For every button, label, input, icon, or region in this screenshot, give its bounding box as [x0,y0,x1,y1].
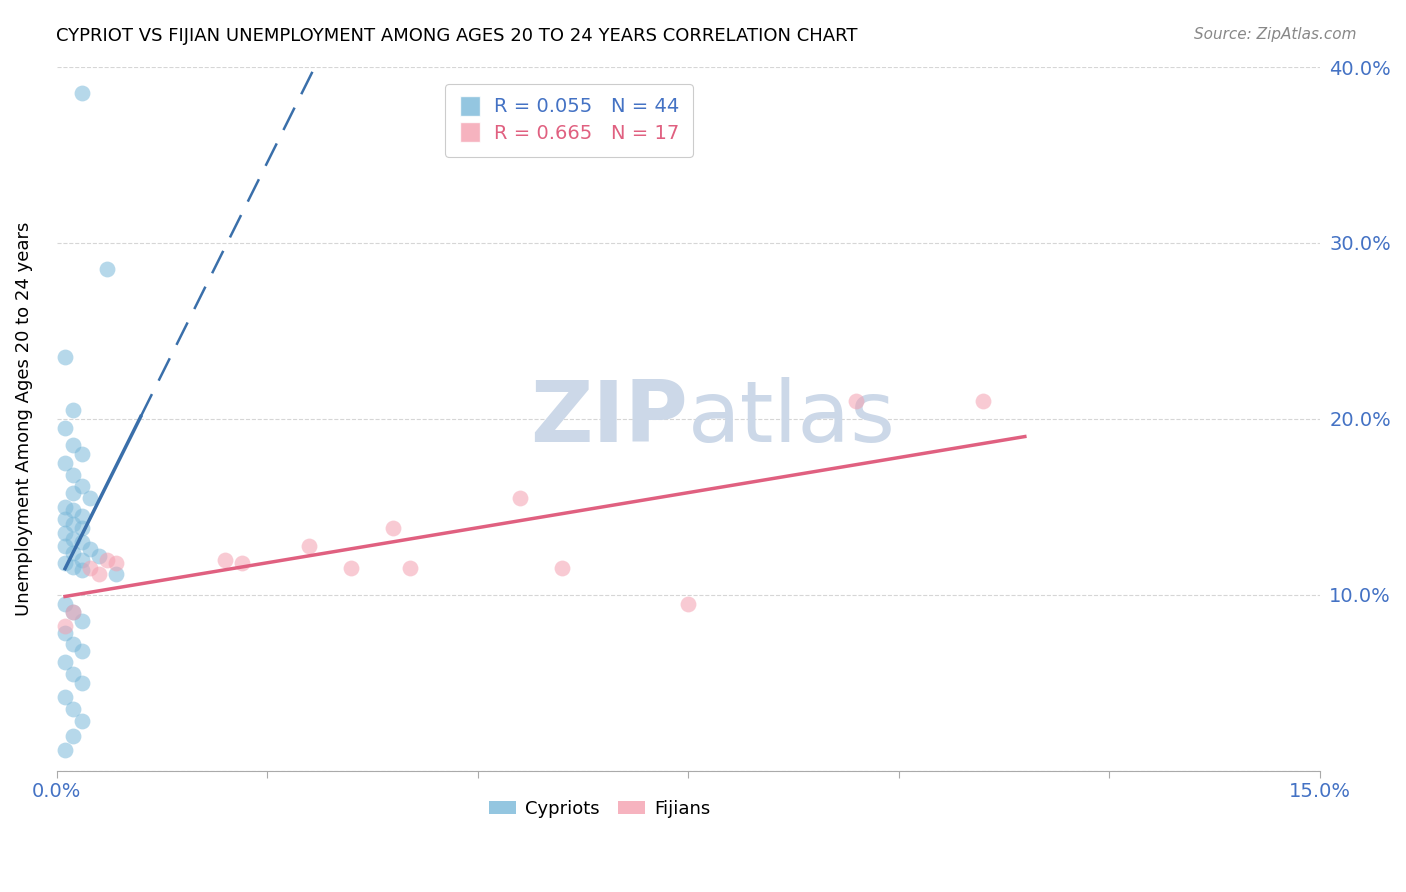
Point [845,394,868,409]
Point [53,556,76,570]
Point [70,508,93,523]
Point [62,503,84,517]
Point [70,614,93,628]
Point [62,606,84,620]
Legend: Cypriots, Fijians: Cypriots, Fijians [482,793,717,825]
Point [298,539,321,553]
Point [79,491,101,505]
Point [551,561,574,575]
Point [53,512,76,526]
Point [62,702,84,716]
Point [399,561,422,575]
Point [62,403,84,417]
Point [62,517,84,532]
Point [70,644,93,658]
Point [53,420,76,434]
Point [53,526,76,541]
Point [87,549,110,563]
Point [70,447,93,461]
Y-axis label: Unemployment Among Ages 20 to 24 years: Unemployment Among Ages 20 to 24 years [15,222,32,616]
Point [96,552,118,566]
Text: ZIP: ZIP [530,377,688,460]
Text: atlas: atlas [688,377,896,460]
Point [87,566,110,581]
Point [53,500,76,514]
Point [53,655,76,669]
Point [96,262,118,277]
Point [62,637,84,651]
Point [62,438,84,452]
Point [62,532,84,546]
Point [53,690,76,704]
Point [70,675,93,690]
Point [62,606,84,620]
Point [79,542,101,557]
Point [62,468,84,483]
Point [62,667,84,681]
Point [62,545,84,559]
Point [509,491,531,505]
Point [53,351,76,365]
Point [62,559,84,574]
Point [231,556,253,570]
Point [53,456,76,470]
Point [70,87,93,101]
Point [70,479,93,493]
Point [70,521,93,535]
Point [53,539,76,553]
Point [53,742,76,756]
Point [70,552,93,566]
Point [79,561,101,575]
Text: CYPRIOT VS FIJIAN UNEMPLOYMENT AMONG AGES 20 TO 24 YEARS CORRELATION CHART: CYPRIOT VS FIJIAN UNEMPLOYMENT AMONG AGE… [56,27,858,45]
Point [214,552,236,566]
Point [382,521,405,535]
Point [972,394,994,409]
Point [70,563,93,577]
Text: Source: ZipAtlas.com: Source: ZipAtlas.com [1194,27,1357,42]
Point [53,619,76,633]
Point [676,597,699,611]
Point [53,597,76,611]
Point [62,729,84,743]
Point [53,626,76,640]
Point [104,566,127,581]
Point [62,485,84,500]
Point [70,714,93,729]
Point [104,556,127,570]
Point [70,535,93,549]
Point [340,561,363,575]
